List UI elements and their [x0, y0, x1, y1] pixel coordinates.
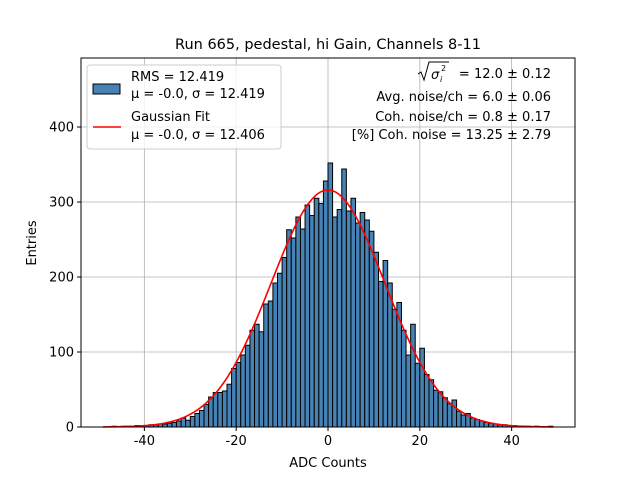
histogram-bar [180, 417, 187, 428]
histogram-bar [189, 416, 196, 428]
histogram-bar [272, 282, 278, 428]
histogram-bar [318, 203, 324, 428]
y-tick-label: 0 [66, 421, 74, 436]
coh-noise-text: Coh. noise/ch = 0.8 ± 0.17 [375, 110, 551, 125]
gaussian-fit-curve [103, 189, 553, 428]
histogram-bar [198, 410, 205, 428]
histogram-bar [359, 212, 366, 428]
histogram-bar [451, 399, 458, 428]
histogram-bar [208, 396, 214, 428]
histogram-bar [166, 422, 173, 428]
sqrt-sigma: σ [431, 68, 440, 83]
histogram-bar [276, 272, 283, 428]
x-tick-label: -40 [134, 434, 155, 449]
sqrt-superscript: 2 [441, 64, 446, 73]
histogram-bar [235, 362, 242, 428]
histogram-bar [185, 419, 191, 428]
histogram-bar [240, 354, 246, 428]
histogram-bar [391, 308, 398, 428]
x-axis-label: ADC Counts [289, 456, 367, 471]
histogram-bar [254, 323, 260, 428]
histogram-bar [400, 329, 407, 428]
histogram-bar [410, 323, 416, 428]
histogram-bar [244, 344, 251, 428]
coh-noise-pct-text: [%] Coh. noise = 13.25 ± 2.79 [352, 128, 551, 143]
histogram-bar [171, 422, 177, 428]
histogram-bar [378, 281, 384, 428]
chart-title: Run 665, pedestal, hi Gain, Channels 8-1… [175, 37, 481, 53]
histogram-bar [212, 392, 219, 428]
avg-noise-text: Avg. noise/ch = 6.0 ± 0.06 [376, 90, 551, 105]
histogram-bar [221, 390, 228, 428]
histogram-bar [226, 383, 233, 428]
histogram-bar [423, 374, 430, 428]
histogram-bar [368, 230, 375, 428]
histogram-bar [364, 219, 370, 428]
histogram-bar [414, 362, 421, 428]
histogram-bar [355, 222, 361, 428]
histogram-bar [456, 410, 462, 428]
histogram-bar [460, 414, 467, 428]
histogram-bar [309, 215, 315, 428]
legend-fit-line1: Gaussian Fit [131, 110, 210, 125]
histogram-bar [313, 197, 320, 428]
bars [111, 162, 554, 428]
histogram-bar [304, 204, 311, 428]
y-axis-label: Entries [25, 220, 40, 266]
histogram-bar [299, 228, 306, 428]
y-tick-label: 300 [49, 196, 74, 211]
histogram-bar [290, 237, 297, 428]
histogram-bar [345, 210, 352, 428]
histogram-bar [433, 389, 439, 428]
histogram-bar [419, 347, 425, 428]
histogram-bar [446, 403, 453, 428]
histogram-bar [428, 379, 435, 428]
annotations: σ i 2 = 12.0 ± 0.12 Avg. noise/ch = 6.0 … [352, 61, 551, 143]
histogram-bar [194, 413, 200, 428]
y-tick-label: 400 [49, 121, 74, 136]
legend-hist-line1: RMS = 12.419 [131, 70, 224, 85]
histogram-bar [373, 251, 380, 428]
histogram-bar [405, 354, 412, 428]
legend-hist-line2: μ = -0.0, σ = 12.419 [131, 87, 265, 102]
histogram-bar [175, 420, 182, 428]
histogram-bar [327, 162, 334, 428]
x-tick-label: -20 [226, 434, 247, 449]
histogram-bar [341, 168, 347, 428]
histogram-bar [249, 329, 256, 428]
histogram-bar [263, 303, 269, 428]
legend: RMS = 12.419 μ = -0.0, σ = 12.419 Gaussi… [86, 64, 282, 150]
histogram-bar [336, 209, 343, 428]
sqrt-subscript: i [440, 75, 443, 84]
histogram-bar [387, 282, 393, 428]
histogram-bar [350, 197, 357, 428]
y-tick-label: 100 [49, 346, 74, 361]
histogram-bar [258, 331, 265, 428]
legend-fit-line2: μ = -0.0, σ = 12.406 [131, 128, 265, 143]
histogram-bar [267, 300, 274, 428]
histogram-bar [332, 216, 338, 428]
histogram-bar [217, 392, 223, 428]
legend-swatch-histogram [92, 83, 121, 95]
histogram-bar [437, 391, 444, 428]
x-tick-label: 0 [324, 434, 332, 449]
histogram-bar [469, 417, 476, 428]
y-tick-label: 200 [49, 271, 74, 286]
x-tick-label: 40 [503, 434, 520, 449]
histogram-bar [281, 257, 288, 428]
sqrt-value: = 12.0 ± 0.12 [459, 67, 551, 82]
histogram-bar [231, 368, 237, 428]
histogram-bar [203, 404, 210, 428]
histogram-bar [442, 397, 448, 428]
sqrt-symbol [417, 61, 449, 82]
histogram-bar [286, 229, 292, 428]
histogram-bar [322, 180, 329, 428]
x-tick-label: 20 [412, 434, 429, 449]
histogram-bar [295, 216, 301, 428]
